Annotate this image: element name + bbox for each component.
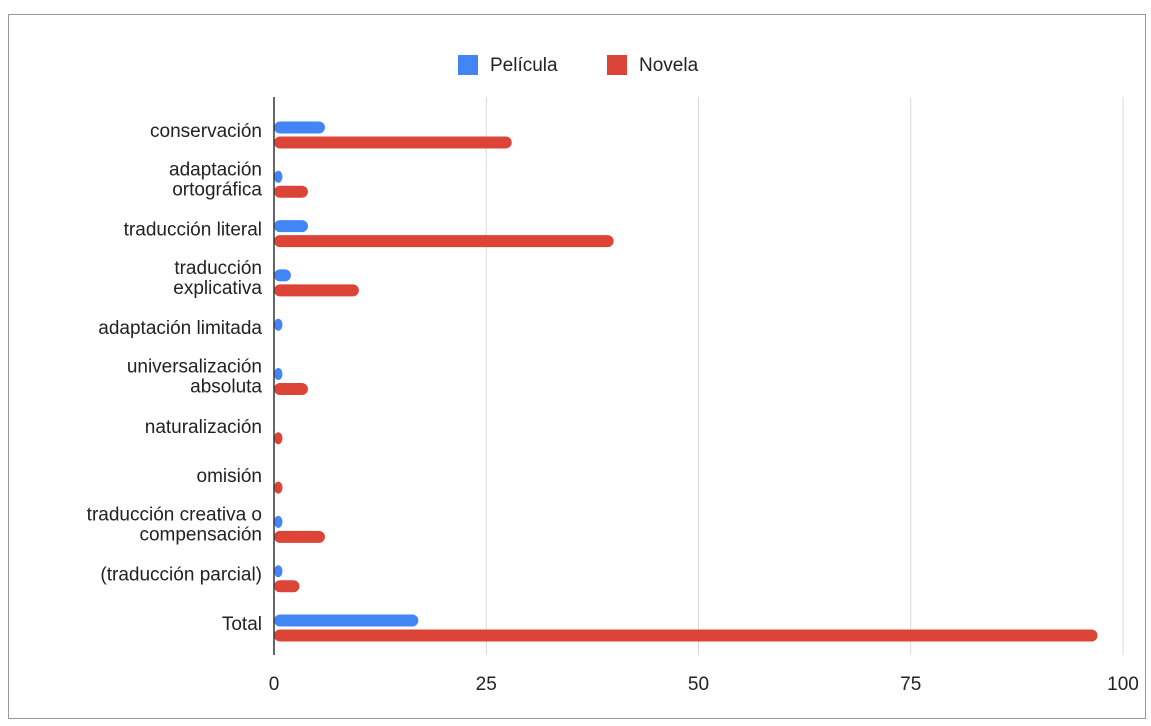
gridlines: [485, 97, 1124, 655]
category-label: (traducción parcial): [100, 565, 262, 586]
category-label: adaptación limitada: [98, 318, 262, 339]
x-tick-label: 50: [688, 674, 709, 695]
bar-pelicula: [274, 318, 283, 331]
legend-swatch: [607, 55, 627, 75]
category-label: traducción explicativa: [173, 258, 262, 299]
category-label: traducción literal: [124, 220, 262, 241]
x-tick-labels: 0 25 50 75 100: [269, 674, 1139, 695]
category-labels: conservación adaptación ortográfica traducc…: [87, 121, 263, 635]
bar-novela: [274, 284, 359, 297]
bar-pelicula: [274, 515, 283, 528]
legend: Película Novela: [458, 55, 699, 76]
legend-swatch: [458, 55, 478, 75]
bar-novela: [274, 136, 512, 149]
category-label: universalización absoluta: [127, 357, 263, 398]
category-label: Total: [222, 614, 262, 635]
bar-novela: [274, 481, 283, 494]
bar-pelicula: [274, 565, 283, 578]
legend-label: Novela: [639, 55, 699, 76]
x-tick-label: 0: [269, 674, 280, 695]
x-tick-label: 25: [476, 674, 497, 695]
x-tick-label: 75: [900, 674, 921, 695]
chart-frame: [8, 14, 1146, 719]
bar-pelicula: [274, 121, 325, 134]
legend-label: Película: [490, 55, 558, 76]
bar-novela: [274, 235, 614, 248]
bar-novela: [274, 383, 308, 395]
bar-pelicula: [274, 170, 283, 183]
category-label: conservación: [150, 121, 262, 142]
category-label: traducción creativa o compensación: [87, 504, 262, 545]
bars: [274, 121, 1098, 642]
bar-pelicula: [274, 614, 419, 627]
bar-pelicula: [274, 269, 291, 282]
category-label: omisión: [197, 466, 262, 487]
bar-novela: [274, 580, 300, 593]
bar-pelicula: [274, 220, 308, 233]
x-tick-label: 100: [1107, 674, 1139, 695]
bar-novela: [274, 432, 283, 445]
bar-novela: [274, 185, 308, 198]
category-label: adaptación ortográfica: [169, 159, 262, 200]
bar-novela: [274, 530, 325, 543]
bar-novela: [274, 629, 1098, 642]
bar-pelicula: [274, 368, 283, 380]
category-label: naturalización: [145, 417, 262, 438]
